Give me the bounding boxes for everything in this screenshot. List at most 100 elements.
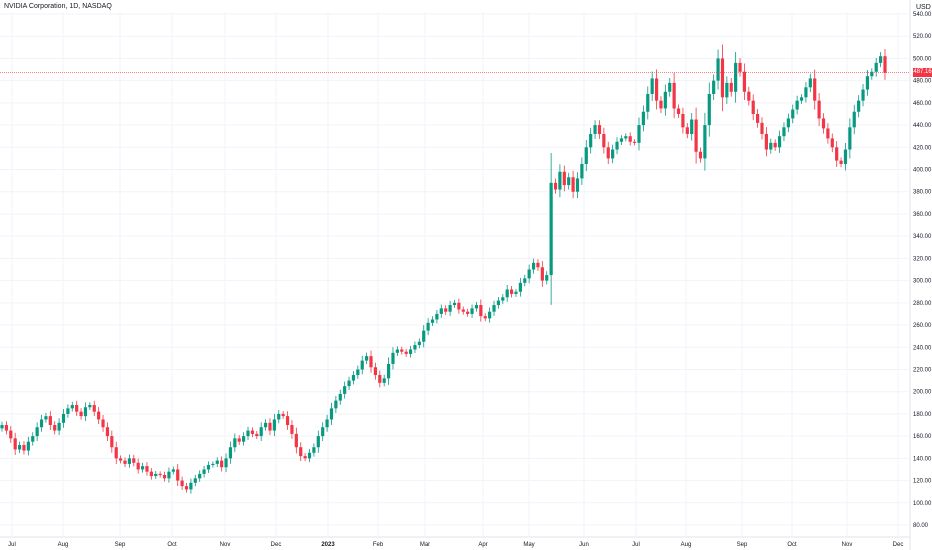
candle-body xyxy=(215,460,219,464)
y-tick-label: 380.00 xyxy=(913,190,932,196)
candle-body xyxy=(132,458,136,463)
candle-body xyxy=(9,430,13,439)
candle-body xyxy=(211,463,215,466)
y-tick-label: 440.00 xyxy=(913,123,932,129)
candle-body xyxy=(189,482,193,490)
candle-body xyxy=(22,445,26,451)
candle-body xyxy=(351,375,356,381)
y-tick-label: 500.00 xyxy=(913,56,932,62)
candle-body xyxy=(343,386,347,394)
candle-body xyxy=(321,427,325,437)
candle-body xyxy=(233,438,237,448)
candle-body xyxy=(334,400,338,409)
currency-label: USD xyxy=(916,4,931,11)
candle-body xyxy=(865,76,870,90)
candle-body xyxy=(817,100,821,119)
y-tick-label: 320.00 xyxy=(913,256,932,262)
candle-body xyxy=(483,316,487,319)
candle-body xyxy=(562,171,566,186)
candle-body xyxy=(808,78,812,88)
candle-body xyxy=(171,469,175,472)
candle-body xyxy=(531,262,536,270)
candle-body xyxy=(105,427,110,437)
candle-body xyxy=(378,375,382,383)
candle-body xyxy=(277,413,281,420)
candle-body xyxy=(654,78,659,101)
candle-body xyxy=(162,475,167,479)
candle-body xyxy=(13,438,17,450)
y-tick-label: 540.00 xyxy=(913,12,932,18)
candle-body xyxy=(734,62,738,92)
candle-body xyxy=(584,147,588,164)
candle-body xyxy=(369,356,373,368)
candle-body xyxy=(813,78,817,101)
candle-body xyxy=(632,141,637,143)
candle-body xyxy=(281,413,285,417)
candle-body xyxy=(400,349,404,352)
candle-body xyxy=(470,308,474,314)
chart-title: NVIDIA Corporation, 1D, NASDAQ xyxy=(4,3,112,10)
x-tick-label: Apr xyxy=(478,542,487,548)
candle-body xyxy=(720,58,725,98)
candle-body xyxy=(777,136,782,148)
candle-body xyxy=(496,300,501,306)
candle-body xyxy=(742,71,747,92)
candle-body xyxy=(386,363,391,379)
candle-body xyxy=(347,380,351,387)
candle-body xyxy=(751,100,755,114)
candle-body xyxy=(874,62,878,72)
candle-body xyxy=(659,100,663,109)
candle-body xyxy=(474,305,479,309)
candle-body xyxy=(57,422,61,431)
candle-body xyxy=(435,313,439,320)
candle-body xyxy=(206,465,211,470)
candle-body xyxy=(26,441,30,451)
candle-body xyxy=(263,422,268,428)
candle-body xyxy=(338,393,342,401)
candle-body xyxy=(39,419,44,428)
candle-body xyxy=(70,405,74,409)
x-tick-label: Aug xyxy=(58,542,69,548)
candle-body xyxy=(140,466,145,470)
candle-body xyxy=(580,163,584,179)
candle-body xyxy=(237,438,241,442)
candle-body xyxy=(31,436,35,442)
candle-body xyxy=(408,349,413,354)
y-tick-label: 240.00 xyxy=(913,345,932,351)
y-tick-label: 220.00 xyxy=(913,367,932,373)
x-tick-label: Jun xyxy=(579,542,589,548)
x-tick-label: Mar xyxy=(420,542,430,548)
candle-body xyxy=(35,427,39,437)
y-tick-label: 340.00 xyxy=(913,234,932,240)
candle-body xyxy=(505,289,509,298)
candle-body xyxy=(294,433,298,448)
y-tick-label: 100.00 xyxy=(913,501,932,507)
candle-body xyxy=(79,411,83,417)
candle-body xyxy=(255,433,259,437)
y-tick-label: 180.00 xyxy=(913,412,932,418)
candle-body xyxy=(883,56,887,73)
candle-body xyxy=(716,58,720,81)
candle-body xyxy=(430,319,435,323)
candle-body xyxy=(149,471,153,477)
candle-body xyxy=(637,125,641,143)
candle-body xyxy=(0,425,4,429)
y-tick-label: 140.00 xyxy=(913,456,932,462)
candle-body xyxy=(848,127,852,150)
last-price-label: 487.16 xyxy=(913,68,932,78)
candle-body xyxy=(641,111,645,126)
candle-body xyxy=(575,178,580,192)
x-tick-label: Jul xyxy=(8,542,16,548)
candle-body xyxy=(154,473,158,477)
y-tick-label: 200.00 xyxy=(913,390,932,396)
candle-body xyxy=(729,82,733,92)
candle-body xyxy=(606,147,610,159)
candle-body xyxy=(246,430,250,437)
candle-body xyxy=(795,100,799,110)
candle-body xyxy=(66,408,70,414)
candle-body xyxy=(325,419,329,428)
x-tick-label: Nov xyxy=(220,542,231,548)
x-tick-label: Oct xyxy=(167,542,177,548)
y-tick-label: 280.00 xyxy=(913,301,932,307)
